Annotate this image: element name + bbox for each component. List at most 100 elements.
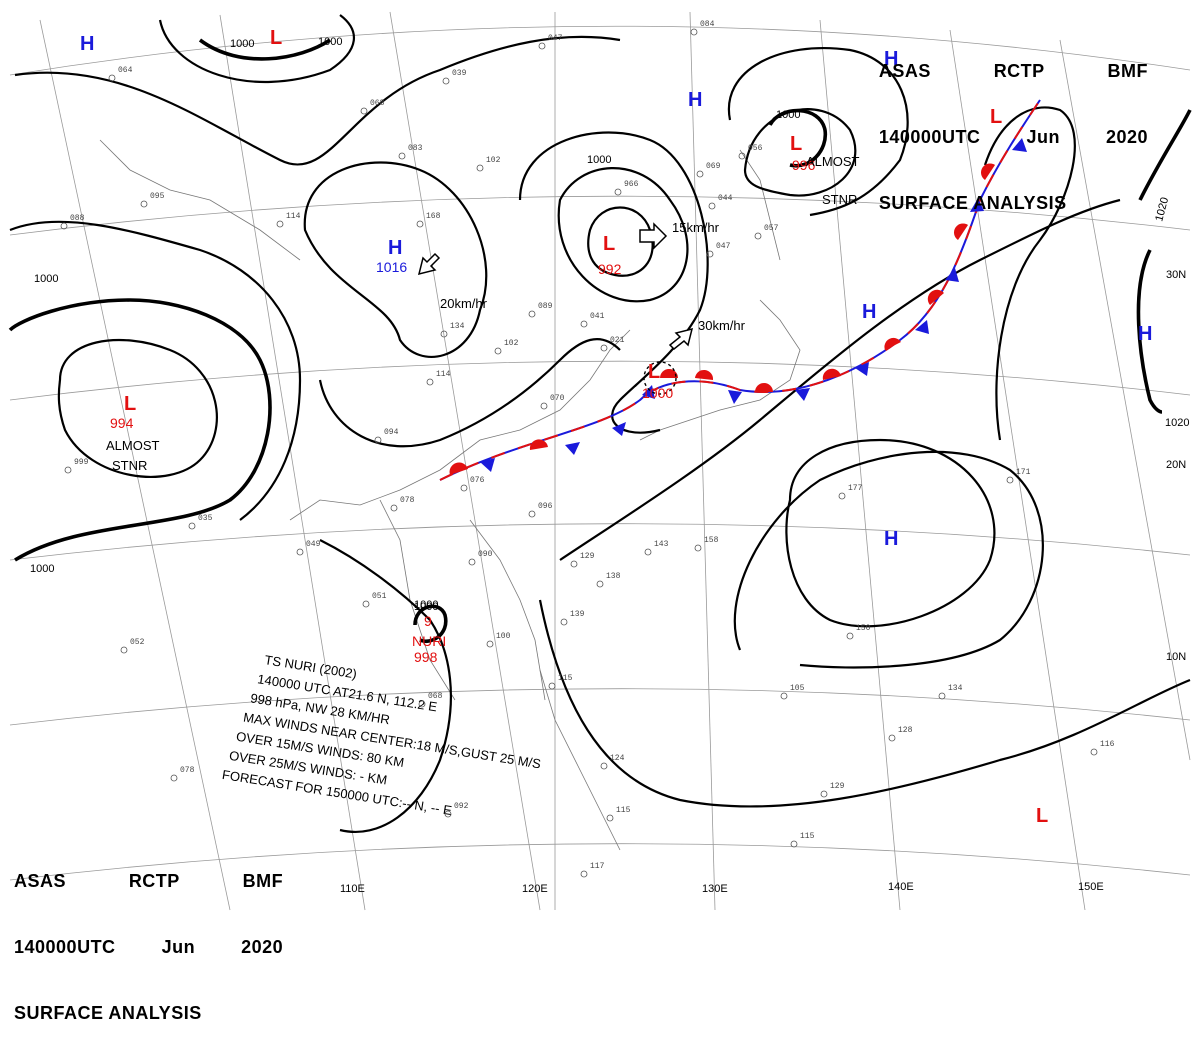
station-pressure-value: 052 <box>130 638 145 647</box>
motion-label: 20km/hr <box>440 296 488 311</box>
high-pressure-symbol: H <box>80 33 94 55</box>
station-pressure-value: 143 <box>654 540 669 549</box>
station-pressure-value: 115 <box>616 806 631 815</box>
station-circle-icon <box>64 466 72 474</box>
station-pressure-value: 115 <box>800 832 815 841</box>
station-circle-icon <box>820 790 828 798</box>
station-pressure-value: 095 <box>150 192 165 201</box>
header-agency: ASAS <box>14 871 67 891</box>
station-pressure-value: 115 <box>558 674 573 683</box>
station-pressure-value: 150 <box>856 624 871 633</box>
station-pressure-value: 168 <box>426 212 441 221</box>
station-pressure-value: 139 <box>570 610 585 619</box>
station-circle-icon <box>540 402 548 410</box>
latitude-label: 10N <box>1166 651 1186 663</box>
station-pressure-value: 039 <box>452 69 467 78</box>
station-circle-icon <box>538 42 546 50</box>
header-code: BMF <box>1107 61 1148 81</box>
latitude-label: 20N <box>1166 459 1186 471</box>
station-circle-icon <box>560 618 568 626</box>
station-circle-icon <box>694 544 702 552</box>
header-time: 140000UTC <box>878 127 981 147</box>
station-pressure-value: 041 <box>590 312 605 321</box>
station-pressure-value: 102 <box>486 156 501 165</box>
station-pressure-value: 114 <box>436 370 451 379</box>
station-circle-icon <box>188 522 196 530</box>
station-circle-icon <box>738 152 746 160</box>
isobar-label: 1020 <box>1153 196 1171 223</box>
longitude-label: 150E <box>1078 881 1104 893</box>
station-circle-icon <box>548 682 556 690</box>
high-pressure-symbol: H <box>884 48 898 70</box>
station-reports: 047 084 064 039 068 102 083 088 095 114 168 056 069 0… <box>60 20 1115 878</box>
low-pressure-symbol: L <box>124 393 136 415</box>
station-pressure-value: 069 <box>706 162 721 171</box>
station-circle-icon <box>398 152 406 160</box>
header-station: RCTP <box>993 61 1045 81</box>
station-pressure-value: 078 <box>180 766 195 775</box>
station-pressure-value: 105 <box>790 684 805 693</box>
station-circle-icon <box>362 600 370 608</box>
low-pressure-symbol: L <box>603 233 615 255</box>
longitude-label: 140E <box>888 881 914 893</box>
station-pressure-value: 114 <box>286 212 301 221</box>
station-pressure-value: 035 <box>198 514 213 523</box>
motion-arrows <box>417 222 694 351</box>
high-pressure-symbol: H <box>388 237 402 259</box>
station-circle-icon <box>754 232 762 240</box>
station-circle-icon <box>476 164 484 172</box>
header-bottom-left: ASAS RCTP BMF 140000UTC Jun 2020 SURFACE ANA… <box>14 826 283 1046</box>
header-month: Jun <box>1026 127 1060 147</box>
station-pressure-value: 076 <box>470 476 485 485</box>
header-title: SURFACE ANALYSIS <box>14 1003 202 1023</box>
header-title: SURFACE ANALYSIS <box>878 193 1067 213</box>
station-pressure-value: 056 <box>748 144 763 153</box>
graticule <box>9 11 1191 911</box>
station-pressure-value: 134 <box>450 322 465 331</box>
header-station: RCTP <box>128 871 180 891</box>
header-year: 2020 <box>1105 127 1148 147</box>
station-pressure-value: 070 <box>550 394 565 403</box>
station-pressure-value: 068 <box>370 99 385 108</box>
motion-label: 15km/hr <box>672 220 720 235</box>
motion-label: 30km/hr <box>698 318 746 333</box>
station-pressure-value: 088 <box>70 214 85 223</box>
station-pressure-value: 966 <box>624 180 639 189</box>
station-circle-icon <box>170 774 178 782</box>
station-circle-icon <box>600 762 608 770</box>
station-circle-icon <box>600 344 608 352</box>
typhoon-nuri: 1000 9 NURI 998 <box>412 601 446 665</box>
station-circle-icon <box>486 640 494 648</box>
station-circle-icon <box>528 310 536 318</box>
station-pressure-value: 089 <box>538 302 553 311</box>
station-pressure-value: 064 <box>118 66 133 75</box>
station-pressure-value: 049 <box>306 540 321 549</box>
station-circle-icon <box>644 548 652 556</box>
header-month: Jun <box>161 937 196 957</box>
low-pressure-symbol: L <box>790 133 802 155</box>
station-pressure-value: 083 <box>408 144 423 153</box>
station-circle-icon <box>416 220 424 228</box>
station-circle-icon <box>374 436 382 444</box>
station-pressure-value: 100 <box>496 632 511 641</box>
station-circle-icon <box>838 492 846 500</box>
station-circle-icon <box>360 107 368 115</box>
pressure-value: 1016 <box>376 259 407 275</box>
station-pressure-value: 090 <box>478 550 493 559</box>
longitude-label: 120E <box>522 883 548 895</box>
header-top-right: ASAS RCTP BMF 140000UTC Jun 2020 SURFACE ANA… <box>879 16 1148 236</box>
pressure-value: 996 <box>792 157 816 173</box>
station-circle-icon <box>790 840 798 848</box>
station-pressure-value: 051 <box>372 592 387 601</box>
low-pressure-symbol: L <box>648 361 660 383</box>
station-circle-icon <box>580 320 588 328</box>
isobar-label: 1000 <box>230 38 254 50</box>
high-pressure-symbol: H <box>884 528 898 550</box>
station-circle-icon <box>690 28 698 36</box>
station-circle-icon <box>60 222 68 230</box>
high-pressure-symbol: H <box>1138 323 1152 345</box>
station-pressure-value: 084 <box>700 20 715 29</box>
latitude-labels: 30N 20N 10N <box>1166 269 1186 663</box>
station-pressure-value: 177 <box>848 484 863 493</box>
station-circle-icon <box>1090 748 1098 756</box>
